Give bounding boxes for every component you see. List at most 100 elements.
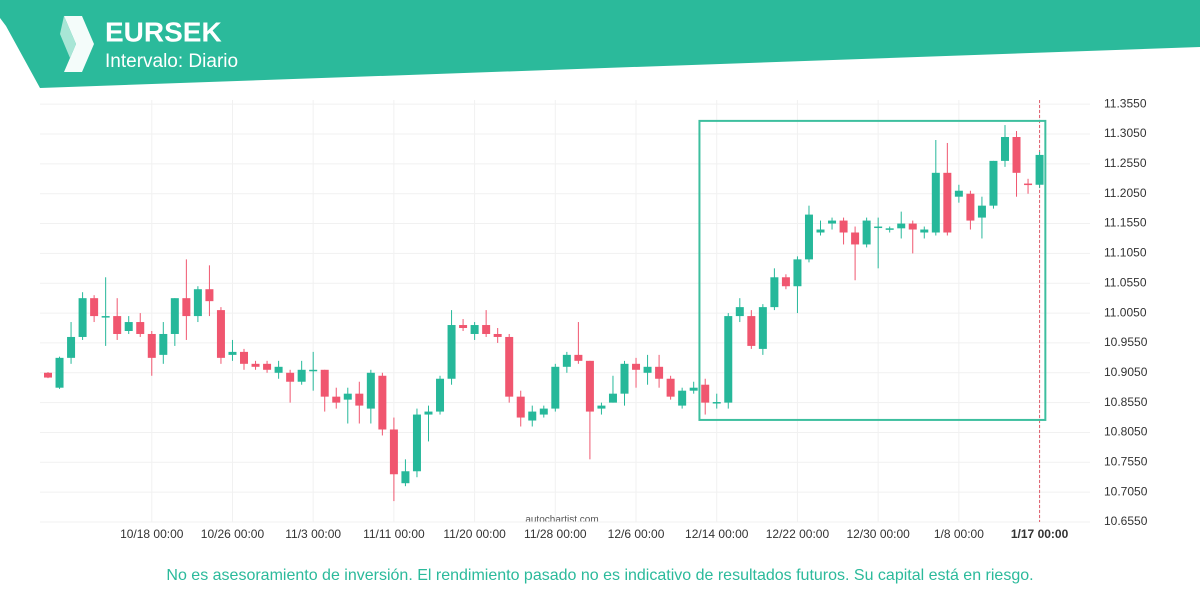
candle-body	[505, 336, 514, 397]
candle	[424, 405, 433, 442]
candle-body	[251, 363, 260, 367]
candle	[574, 322, 583, 364]
candle	[920, 226, 929, 239]
candle-body	[182, 298, 191, 317]
x-tick-label: 10/18 00:00	[120, 527, 184, 541]
interval: Intervalo: Diario	[105, 51, 238, 72]
candle-body	[689, 387, 698, 391]
candle	[159, 322, 168, 364]
candle-body	[366, 372, 375, 409]
candle	[436, 375, 445, 415]
candle	[1035, 151, 1044, 188]
candle	[758, 304, 767, 355]
candle-body	[113, 316, 122, 334]
y-tick-label: 10.7550	[1104, 454, 1148, 468]
candle	[1000, 125, 1009, 167]
x-tick-label: 12/30 00:00	[846, 527, 910, 541]
candle	[735, 298, 744, 323]
candle	[943, 142, 952, 236]
candle-body	[539, 408, 548, 415]
candle	[828, 217, 837, 230]
candle-body	[735, 307, 744, 317]
candle	[689, 381, 698, 394]
y-tick-label: 11.2050	[1104, 186, 1147, 200]
candle	[309, 351, 318, 391]
candle	[839, 217, 848, 245]
candle-body	[493, 333, 502, 337]
candle-body	[620, 363, 629, 394]
x-tick-label: 11/20 00:00	[443, 527, 506, 541]
candle	[528, 405, 537, 427]
candle	[216, 307, 225, 364]
candle-body	[1000, 137, 1009, 161]
pattern-box	[698, 119, 1047, 421]
x-tick-label: 12/14 00:00	[685, 527, 749, 541]
y-tick-label: 11.2550	[1104, 156, 1147, 170]
candle	[320, 369, 329, 412]
candle-body	[205, 289, 214, 302]
candle	[447, 310, 456, 385]
candle-body	[966, 193, 975, 221]
candle	[793, 256, 802, 314]
candle-body	[355, 393, 364, 406]
candle-body	[159, 333, 168, 355]
candle-body	[240, 351, 249, 364]
candle	[597, 402, 606, 415]
candle-body	[701, 384, 710, 403]
candle-body	[977, 205, 986, 218]
candle	[205, 265, 214, 317]
candle	[55, 356, 64, 389]
candle-body	[608, 393, 617, 403]
candle-body	[401, 471, 410, 484]
y-tick-label: 10.9050	[1104, 365, 1148, 379]
candle	[286, 369, 295, 403]
candle	[643, 354, 652, 385]
candle	[332, 387, 341, 409]
x-tick-label: 12/22 00:00	[766, 527, 830, 541]
candle-body	[885, 228, 894, 230]
candle	[977, 196, 986, 239]
candle	[366, 369, 375, 424]
candle	[851, 226, 860, 281]
candle-body	[632, 363, 641, 370]
candle	[297, 360, 306, 385]
logo	[60, 16, 94, 72]
candle-body	[124, 322, 133, 331]
candle	[862, 217, 871, 248]
candle-body	[216, 310, 225, 358]
candle-body	[954, 190, 963, 197]
candle	[182, 259, 191, 340]
candle-body	[793, 259, 802, 287]
y-tick-label: 10.6550	[1104, 514, 1148, 528]
candle-body	[528, 411, 537, 421]
x-tick-label: 1/17 00:00	[1011, 527, 1069, 541]
candle-body	[228, 351, 237, 355]
candle	[67, 322, 76, 364]
y-tick-label: 10.8050	[1104, 425, 1148, 439]
y-tick-label: 11.0050	[1104, 305, 1147, 319]
candle	[101, 277, 110, 346]
candle-body	[1012, 137, 1021, 173]
candle-body	[274, 366, 283, 373]
header-banner	[0, 0, 1200, 88]
candle	[770, 268, 779, 311]
candle-body	[90, 298, 99, 317]
candle-body	[816, 229, 825, 233]
candle	[459, 319, 468, 331]
candle	[78, 292, 87, 340]
candle	[551, 363, 560, 412]
watermark: autochartist.com	[525, 515, 598, 526]
candle	[470, 322, 479, 340]
candle-body	[320, 369, 329, 397]
candle-body	[424, 411, 433, 415]
candle-body	[562, 354, 571, 367]
candle	[274, 360, 283, 379]
candle	[493, 328, 502, 343]
candle	[389, 417, 398, 502]
candle	[562, 351, 571, 373]
candle	[585, 360, 594, 460]
candle-body	[470, 325, 479, 334]
candle-body	[551, 366, 560, 409]
candle	[228, 339, 237, 361]
